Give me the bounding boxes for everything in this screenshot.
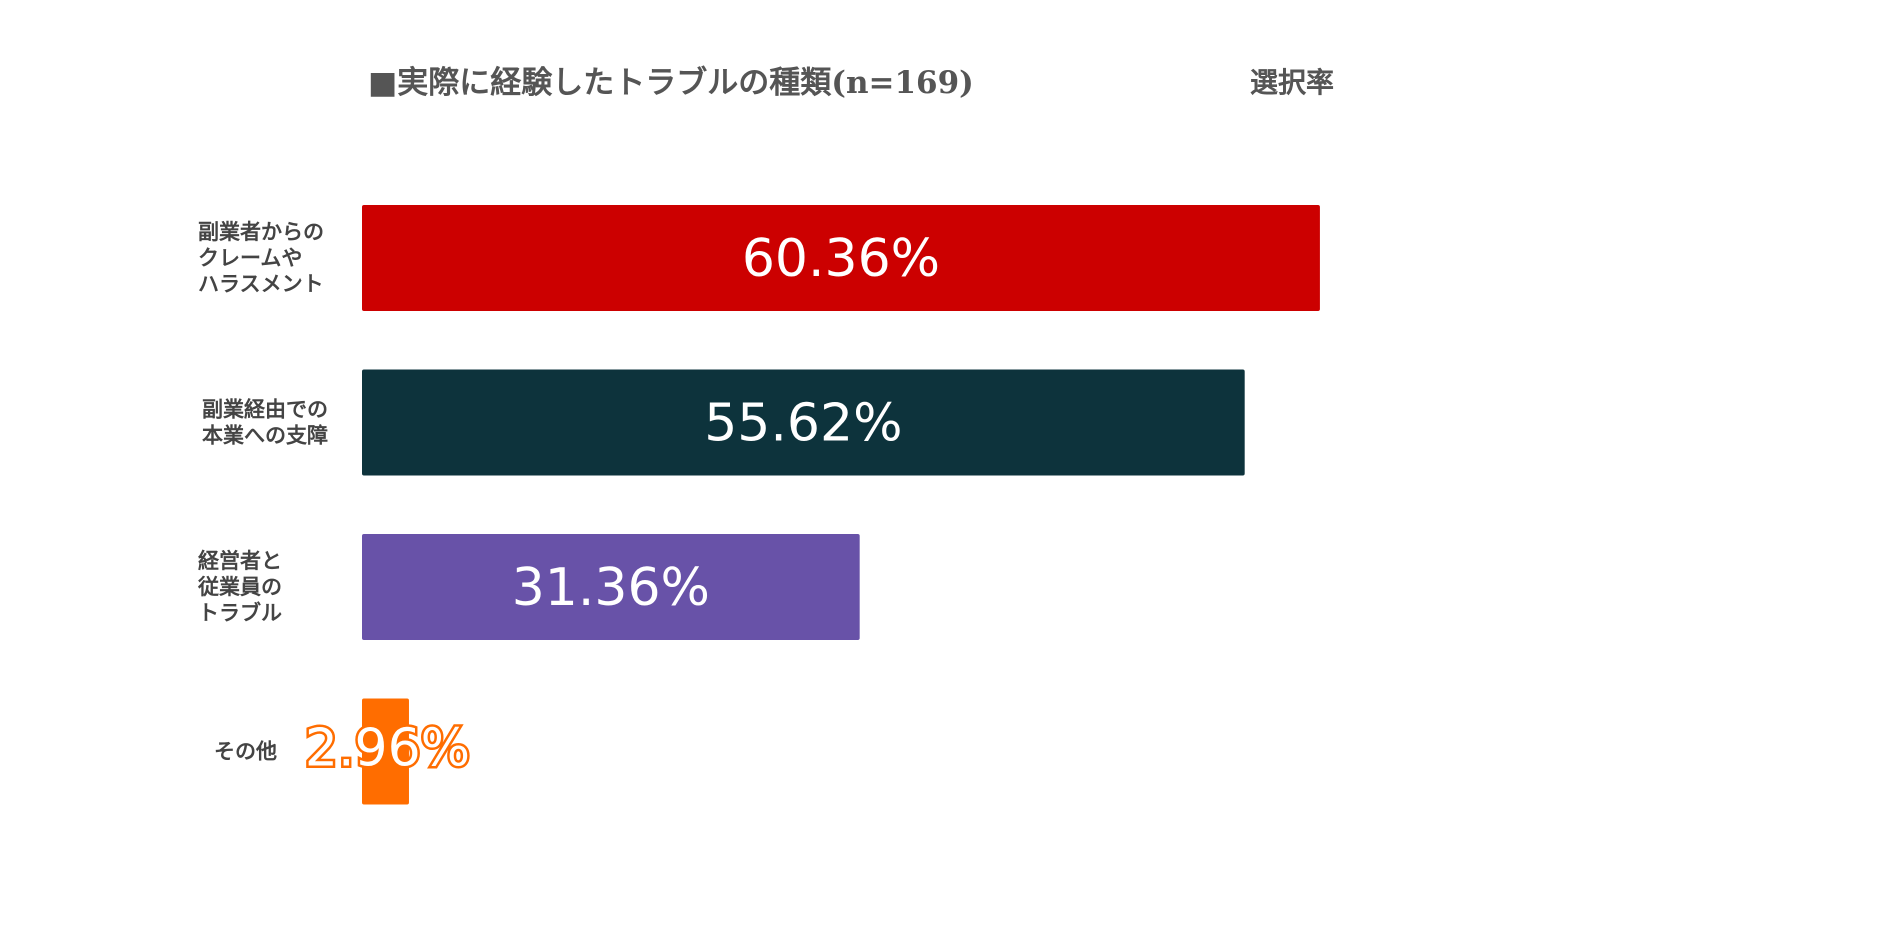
bars-group: 60.36% 副業者からのクレームやハラスメント 55.62% 副業経由での本業への支…: [197, 205, 1320, 805]
bar-2: [362, 369, 1245, 476]
bar-value-label-1: 60.36%: [742, 229, 940, 289]
value-column-header: 選択率: [1250, 66, 1334, 99]
bar-3: [362, 534, 860, 640]
category-label-4: その他: [214, 739, 277, 764]
category-label-3: 経営者と従業員のトラブル: [197, 548, 282, 625]
chart-title: ■実際に経験したトラブルの種類(n=169): [368, 65, 974, 101]
bar-value-label-4: 2.96%: [305, 719, 470, 779]
bar-value-label-2: 55.62%: [704, 394, 902, 454]
category-label-1: 副業者からのクレームやハラスメント: [198, 219, 324, 296]
bar-4: [362, 698, 409, 805]
category-label-2: 副業経由での本業への支障: [202, 397, 328, 448]
bar-value-label-3: 31.36%: [512, 558, 710, 618]
bar-1: [362, 205, 1320, 311]
